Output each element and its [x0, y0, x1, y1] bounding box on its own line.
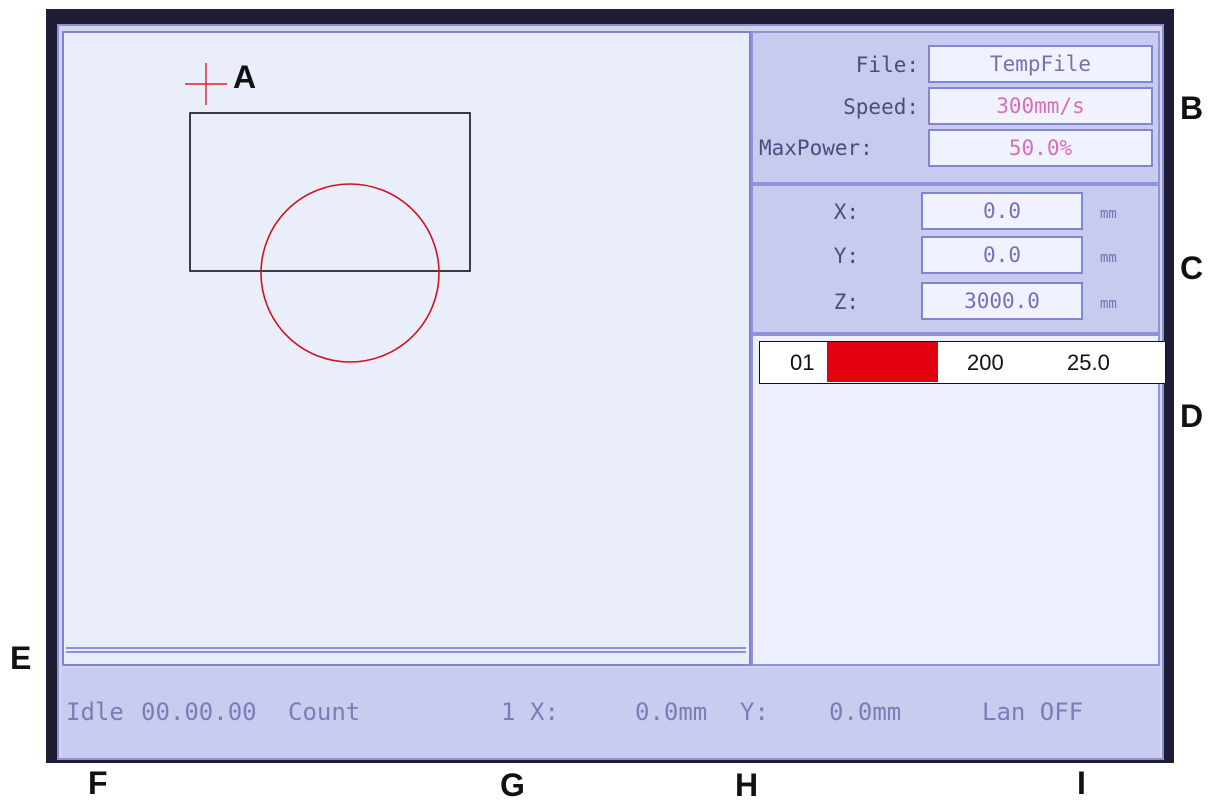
file-name-field[interactable]: TempFile [928, 45, 1153, 83]
file-info-panel: File: TempFile Speed: 300mm/s MaxPower: … [751, 31, 1160, 184]
status-y-value: 0.0mm [829, 698, 902, 726]
callout-g: G [500, 767, 525, 803]
right-info-column: File: TempFile Speed: 300mm/s MaxPower: … [751, 31, 1166, 666]
speed-field[interactable]: 300mm/s [928, 87, 1153, 125]
coordinate-panel: X: 0.0 mm Y: 0.0 mm Z: 3000.0 mm [751, 184, 1160, 334]
callout-a: A [233, 59, 257, 95]
layer-index: 01 [790, 350, 815, 375]
x-coordinate-field[interactable]: 0.0 [921, 192, 1083, 230]
layer-list-panel: 01 200 25.0 [751, 334, 1166, 666]
maxpower-label: MaxPower: [759, 136, 873, 160]
x-unit: mm [1100, 206, 1117, 222]
y-unit: mm [1100, 250, 1117, 266]
status-elapsed-time: 00.00.00 [141, 698, 257, 726]
callout-d: D [1180, 398, 1204, 434]
callout-c: C [1180, 250, 1204, 286]
graphics-preview-canvas[interactable] [62, 31, 751, 666]
speed-label: Speed: [843, 95, 919, 119]
status-x-label: X: [530, 698, 559, 726]
status-x-value: 0.0mm [635, 698, 708, 726]
z-coordinate-field[interactable]: 3000.0 [921, 282, 1083, 320]
canvas-scroll-line [66, 647, 746, 653]
preview-rectangle-shape [189, 112, 471, 272]
maxpower-field[interactable]: 50.0% [928, 129, 1153, 167]
x-label: X: [833, 200, 859, 224]
y-coordinate-field[interactable]: 0.0 [921, 236, 1083, 274]
layer-color-swatch [827, 342, 938, 382]
status-state: Idle [66, 698, 124, 726]
layer-power: 25.0 [1067, 350, 1110, 375]
y-label: Y: [833, 244, 859, 268]
z-label: Z: [833, 290, 859, 314]
status-count-label: Count [288, 698, 361, 726]
preview-graphics [189, 112, 471, 363]
file-label: File: [855, 53, 919, 77]
laser-origin-crosshair-icon [185, 63, 227, 105]
status-lan: Lan OFF [982, 698, 1084, 726]
callout-b: B [1180, 90, 1204, 126]
preview-circle-shape [260, 183, 440, 363]
status-y-label: Y: [740, 698, 769, 726]
status-count-value: 1 [501, 698, 516, 726]
callout-h: H [735, 767, 759, 803]
callout-i: I [1077, 765, 1086, 801]
z-unit: mm [1100, 296, 1117, 312]
layer-row[interactable]: 01 200 25.0 [759, 341, 1166, 384]
callout-f: F [88, 765, 108, 801]
layer-speed: 200 [967, 350, 1004, 375]
callout-e: E [10, 640, 32, 676]
status-bar: Idle 00.00.00 Count 1 X: 0.0mm Y: 0.0mm … [62, 668, 1160, 758]
